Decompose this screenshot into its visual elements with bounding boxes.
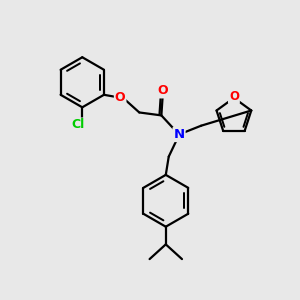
Text: O: O [229,90,239,103]
Text: O: O [115,91,125,104]
Text: Cl: Cl [71,118,85,131]
Text: O: O [158,85,168,98]
Text: N: N [173,128,184,141]
